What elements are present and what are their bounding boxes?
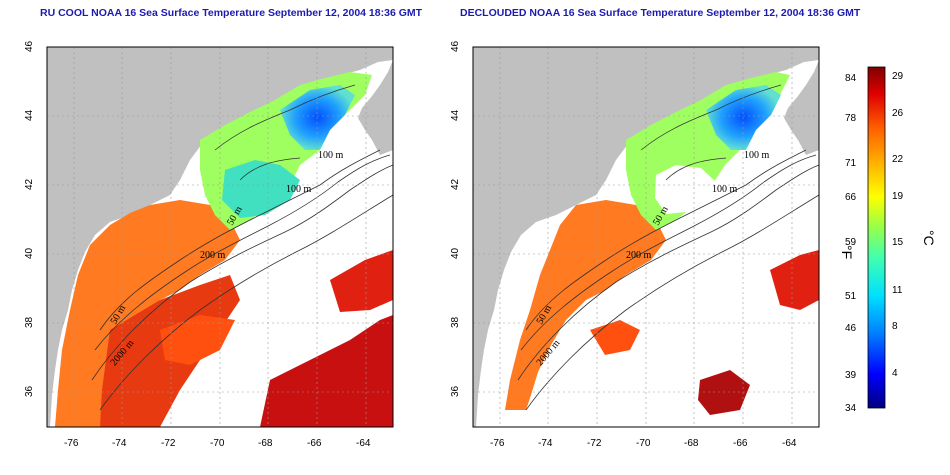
contour-label: 200 m	[626, 250, 652, 261]
x-tick-label: -66	[307, 438, 322, 449]
x-tick-label: -72	[161, 438, 176, 449]
x-tick-label: -76	[64, 438, 79, 449]
colorbar-f-label: °F	[839, 245, 855, 259]
f-tick-label: 66	[845, 192, 857, 203]
colorbar-c-ticks: 29 26 22 19 15 11 8 4	[892, 71, 904, 379]
land-mass	[47, 47, 393, 427]
contour-100m	[520, 154, 817, 351]
sst-offshore-hot	[698, 370, 750, 415]
contour-2000m	[99, 194, 394, 411]
c-tick-label: 19	[892, 191, 904, 202]
contour-label: 100 m	[744, 150, 770, 161]
f-tick-label: 71	[845, 158, 857, 169]
y-tick-label: 36	[450, 385, 461, 397]
x-tick-label: -76	[490, 438, 505, 449]
x-tick-label: -70	[210, 438, 225, 449]
y-tick-label: 44	[24, 109, 35, 121]
f-tick-label: 51	[845, 291, 857, 302]
x-tick-label: -74	[538, 438, 553, 449]
colorbar-f-ticks: 84 78 71 66 59 51 46 39 34	[845, 73, 857, 414]
x-tick-label: -64	[782, 438, 797, 449]
y-tick-label: 38	[24, 316, 35, 328]
sst-warm-shelf	[55, 200, 240, 427]
contour-label: 100 m	[712, 184, 738, 195]
contour-label: 100 m	[318, 150, 344, 161]
contour-label: 100 m	[286, 184, 312, 195]
sst-offshore-hot2	[330, 250, 393, 312]
colorbar-c-label: °C	[921, 230, 937, 246]
contour-50m	[525, 149, 807, 331]
colorbar: 84 78 71 66 59 51 46 39 34 29 26 22 19 1…	[839, 66, 937, 414]
c-tick-label: 11	[892, 285, 903, 296]
x-tick-label: -68	[258, 438, 273, 449]
x-tick-label: -72	[587, 438, 602, 449]
y-tick-label: 44	[450, 109, 461, 121]
contour-200m	[517, 164, 820, 381]
sst-offshore-hot	[260, 315, 393, 427]
x-tick-label: -68	[684, 438, 699, 449]
contour-gulf-maine	[640, 84, 782, 181]
sst-offshore-hot2	[770, 250, 819, 310]
f-tick-label: 34	[845, 403, 857, 414]
land-nova-scotia	[784, 60, 819, 155]
f-tick-label: 46	[845, 323, 857, 334]
y-tick-label: 40	[450, 247, 461, 259]
y-tick-label: 38	[450, 316, 461, 328]
panel2-x-axis: -76 -74 -72 -70 -68 -66 -64	[490, 438, 797, 449]
contour-gulf-maine	[214, 84, 356, 181]
x-tick-label: -66	[733, 438, 748, 449]
c-tick-label: 8	[892, 321, 898, 332]
panel1-y-axis: 36 38 40 42 44 46	[24, 40, 35, 397]
panel1-title: RU COOL NOAA 16 Sea Surface Temperature …	[40, 7, 423, 19]
c-tick-label: 29	[892, 71, 904, 82]
f-tick-label: 78	[845, 113, 857, 124]
f-tick-label: 59	[845, 237, 857, 248]
y-tick-label: 42	[24, 178, 35, 190]
f-tick-label: 84	[845, 73, 857, 84]
sst-cool-core	[280, 85, 355, 150]
f-tick-label: 39	[845, 370, 857, 381]
panel2-title: DECLOUDED NOAA 16 Sea Surface Temperatur…	[460, 7, 861, 19]
land-nova-scotia	[358, 60, 393, 155]
y-tick-label: 42	[450, 178, 461, 190]
y-tick-label: 46	[450, 40, 461, 52]
y-tick-label: 46	[24, 40, 35, 52]
contour-50m	[99, 149, 381, 331]
contour-label: 200 m	[200, 250, 226, 261]
panel2-grid	[473, 47, 819, 427]
sst-warm-shelf	[505, 200, 666, 410]
contour-2000m	[525, 194, 820, 411]
sst-cool-core	[706, 85, 781, 150]
c-tick-label: 15	[892, 237, 904, 248]
panel1-grid	[47, 47, 393, 427]
x-tick-label: -64	[356, 438, 371, 449]
c-tick-label: 4	[892, 368, 898, 379]
y-tick-label: 36	[24, 385, 35, 397]
panel1-x-axis: -76 -74 -72 -70 -68 -66 -64	[64, 438, 371, 449]
contour-200m	[91, 164, 394, 381]
panel2-y-axis: 36 38 40 42 44 46	[450, 40, 461, 397]
contour-100m	[94, 154, 391, 351]
c-tick-label: 22	[892, 154, 904, 165]
land-mass	[473, 47, 819, 427]
x-tick-label: -74	[112, 438, 127, 449]
sst-georges-bank	[222, 160, 300, 218]
x-tick-label: -70	[636, 438, 651, 449]
sst-georges-bank	[655, 165, 716, 214]
y-tick-label: 40	[24, 247, 35, 259]
sst-patches	[160, 315, 235, 365]
c-tick-label: 26	[892, 108, 904, 119]
panel2-map: 100 m 100 m 50 m 200 m 50 m 2000 m -76 -…	[450, 40, 820, 449]
panel1-map: 100 m 100 m 50 m 200 m 50 m 2000 m -76 -…	[24, 40, 394, 449]
